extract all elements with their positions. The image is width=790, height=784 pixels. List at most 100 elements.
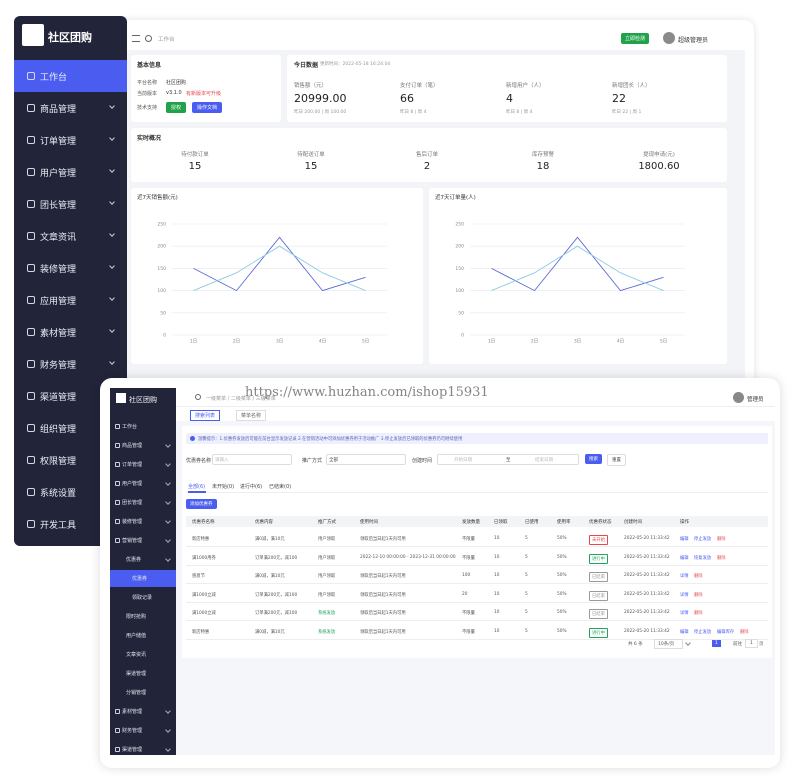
x-tick-label: 3日 xyxy=(574,339,581,345)
menu-item[interactable]: 用户管理 xyxy=(122,481,143,487)
menu-item[interactable]: 开发工具 xyxy=(40,521,77,531)
series-line xyxy=(491,236,664,292)
menu-item[interactable]: 团长管理 xyxy=(122,500,143,506)
op-link[interactable]: 编辑 xyxy=(680,555,689,561)
row-line xyxy=(186,620,768,621)
row-line xyxy=(186,564,768,566)
menu-item[interactable]: 用户管理 xyxy=(40,169,77,179)
status-tab[interactable]: 已结束(0) xyxy=(269,484,292,490)
menu-item[interactable]: 财务管理 xyxy=(122,728,143,734)
column-header: 优惠券名称 xyxy=(192,520,215,525)
status-tag: 已结束 xyxy=(589,590,608,601)
cell: 2022-05-20 11:33:42 xyxy=(624,573,670,578)
page-current[interactable]: 1 xyxy=(712,640,721,647)
menu-item[interactable]: 财务管理 xyxy=(40,361,77,371)
cell: 领取后当日起1天内可用 xyxy=(360,629,406,635)
menu-item[interactable]: 领取记录 xyxy=(132,595,153,601)
page-tab[interactable]: 菜单名称 xyxy=(236,410,267,421)
op-link[interactable]: 详情 xyxy=(680,574,689,579)
op-link[interactable]: 删除 xyxy=(717,537,726,542)
menu-item[interactable]: 团长管理 xyxy=(40,201,77,211)
cell: 5 xyxy=(525,554,528,560)
menu-item[interactable]: 订单管理 xyxy=(122,462,143,468)
date-range[interactable] xyxy=(437,454,579,465)
menu-item[interactable]: 优惠券 xyxy=(132,576,148,582)
menu-item[interactable]: 工作台 xyxy=(40,73,68,83)
cell: 5 xyxy=(525,573,528,578)
op-link[interactable]: 停止发放 xyxy=(694,629,712,635)
menu-item[interactable]: 商品管理 xyxy=(122,443,143,449)
x-tick-label: 2日 xyxy=(233,339,240,345)
menu-item[interactable]: 用户储值 xyxy=(126,633,147,639)
menu-item[interactable]: 订单管理 xyxy=(40,137,77,147)
cell: 用户领取 xyxy=(318,537,336,542)
menu-item[interactable]: 文章资讯 xyxy=(40,233,77,243)
cell: 5 xyxy=(525,628,528,634)
status-tab[interactable]: 未开始(0) xyxy=(212,484,235,490)
cell: 满0减，满10元 xyxy=(255,629,285,635)
refresh-icon xyxy=(195,394,201,400)
reset-button[interactable]: 重置 xyxy=(607,454,626,466)
menu-icon xyxy=(115,519,120,524)
menu-item[interactable]: 文章资讯 xyxy=(126,652,147,658)
op-link[interactable]: 删除 xyxy=(694,611,703,616)
menu-item[interactable]: 装修管理 xyxy=(122,519,143,525)
page-input[interactable]: 1 xyxy=(745,639,758,648)
check-button[interactable]: 立即检测 xyxy=(621,33,650,44)
menu-item[interactable]: 商品管理 xyxy=(40,105,77,115)
menu-icon xyxy=(27,232,35,240)
menu-item[interactable]: 营销管理 xyxy=(122,538,143,544)
search-button[interactable]: 搜索 xyxy=(585,454,602,464)
cell: 满0减，满10元 xyxy=(255,574,285,579)
op-link[interactable]: 停止发放 xyxy=(694,537,712,542)
op-link[interactable]: 恢复发放 xyxy=(694,555,712,561)
row-line xyxy=(186,546,768,547)
select[interactable] xyxy=(326,454,406,465)
menu-item[interactable]: 权限管理 xyxy=(40,457,77,467)
op-link[interactable]: 删除 xyxy=(740,629,749,635)
cell: 用户领取 xyxy=(318,555,336,561)
menu-item[interactable]: 素材管理 xyxy=(40,329,77,339)
menu-item[interactable]: 优惠券 xyxy=(126,557,142,563)
op-link[interactable]: 删除 xyxy=(694,592,703,598)
button[interactable]: 授权 xyxy=(166,102,187,113)
menu-item[interactable]: 组织管理 xyxy=(40,425,77,435)
page-size[interactable]: 10条/页 xyxy=(654,639,684,649)
x-tick-label: 1日 xyxy=(190,339,197,345)
status-tab[interactable]: 进行中(6) xyxy=(240,484,263,490)
user-name[interactable]: 管理员 xyxy=(747,397,764,403)
row-line xyxy=(186,601,768,603)
today-card xyxy=(287,55,727,122)
button[interactable]: 操作文档 xyxy=(192,102,223,113)
page-tab[interactable]: 搜索列表 xyxy=(190,410,221,421)
op-link[interactable]: 详情 xyxy=(680,592,689,598)
menu-item[interactable]: 工作台 xyxy=(122,424,138,430)
op-link[interactable]: 编辑 xyxy=(680,537,689,542)
tabs-line xyxy=(186,492,768,493)
op-link[interactable]: 详情 xyxy=(680,611,689,616)
status-tab[interactable]: 全部(6) xyxy=(188,484,206,490)
menu-item[interactable]: 渠道管理 xyxy=(122,747,143,753)
cell: 20 xyxy=(462,591,468,597)
menu-item[interactable]: 素材管理 xyxy=(122,709,143,715)
menu-item[interactable]: 应用管理 xyxy=(40,297,77,307)
cell: 用户领取 xyxy=(318,592,336,598)
y-tick-label: 200 xyxy=(455,244,464,250)
op-link[interactable]: 删除 xyxy=(717,555,726,561)
menu-item[interactable]: 系统设置 xyxy=(40,489,77,499)
line-chart: 0 50 100 150 200 250 1日 2日 3日 4日 5日 xyxy=(455,222,685,345)
menu-item[interactable]: 限时抢购 xyxy=(126,614,147,620)
op-link[interactable]: 编辑库存 xyxy=(717,629,735,635)
menu-item[interactable]: 渠道管理 xyxy=(126,671,147,677)
menu-item[interactable]: 渠道管理 xyxy=(40,393,77,403)
add-button[interactable]: 添加优惠券 xyxy=(186,499,217,509)
input[interactable] xyxy=(212,454,292,465)
menu-item[interactable]: 装修管理 xyxy=(40,265,77,275)
user-name[interactable]: 超级管理员 xyxy=(678,37,709,44)
op-link[interactable]: 删除 xyxy=(694,574,703,579)
column-header: 已领取 xyxy=(494,520,508,525)
status-tag: 进行中 xyxy=(589,553,608,564)
x-tick-label: 5日 xyxy=(660,339,667,345)
op-link[interactable]: 编辑 xyxy=(680,629,689,635)
menu-item[interactable]: 分销管理 xyxy=(126,690,147,696)
